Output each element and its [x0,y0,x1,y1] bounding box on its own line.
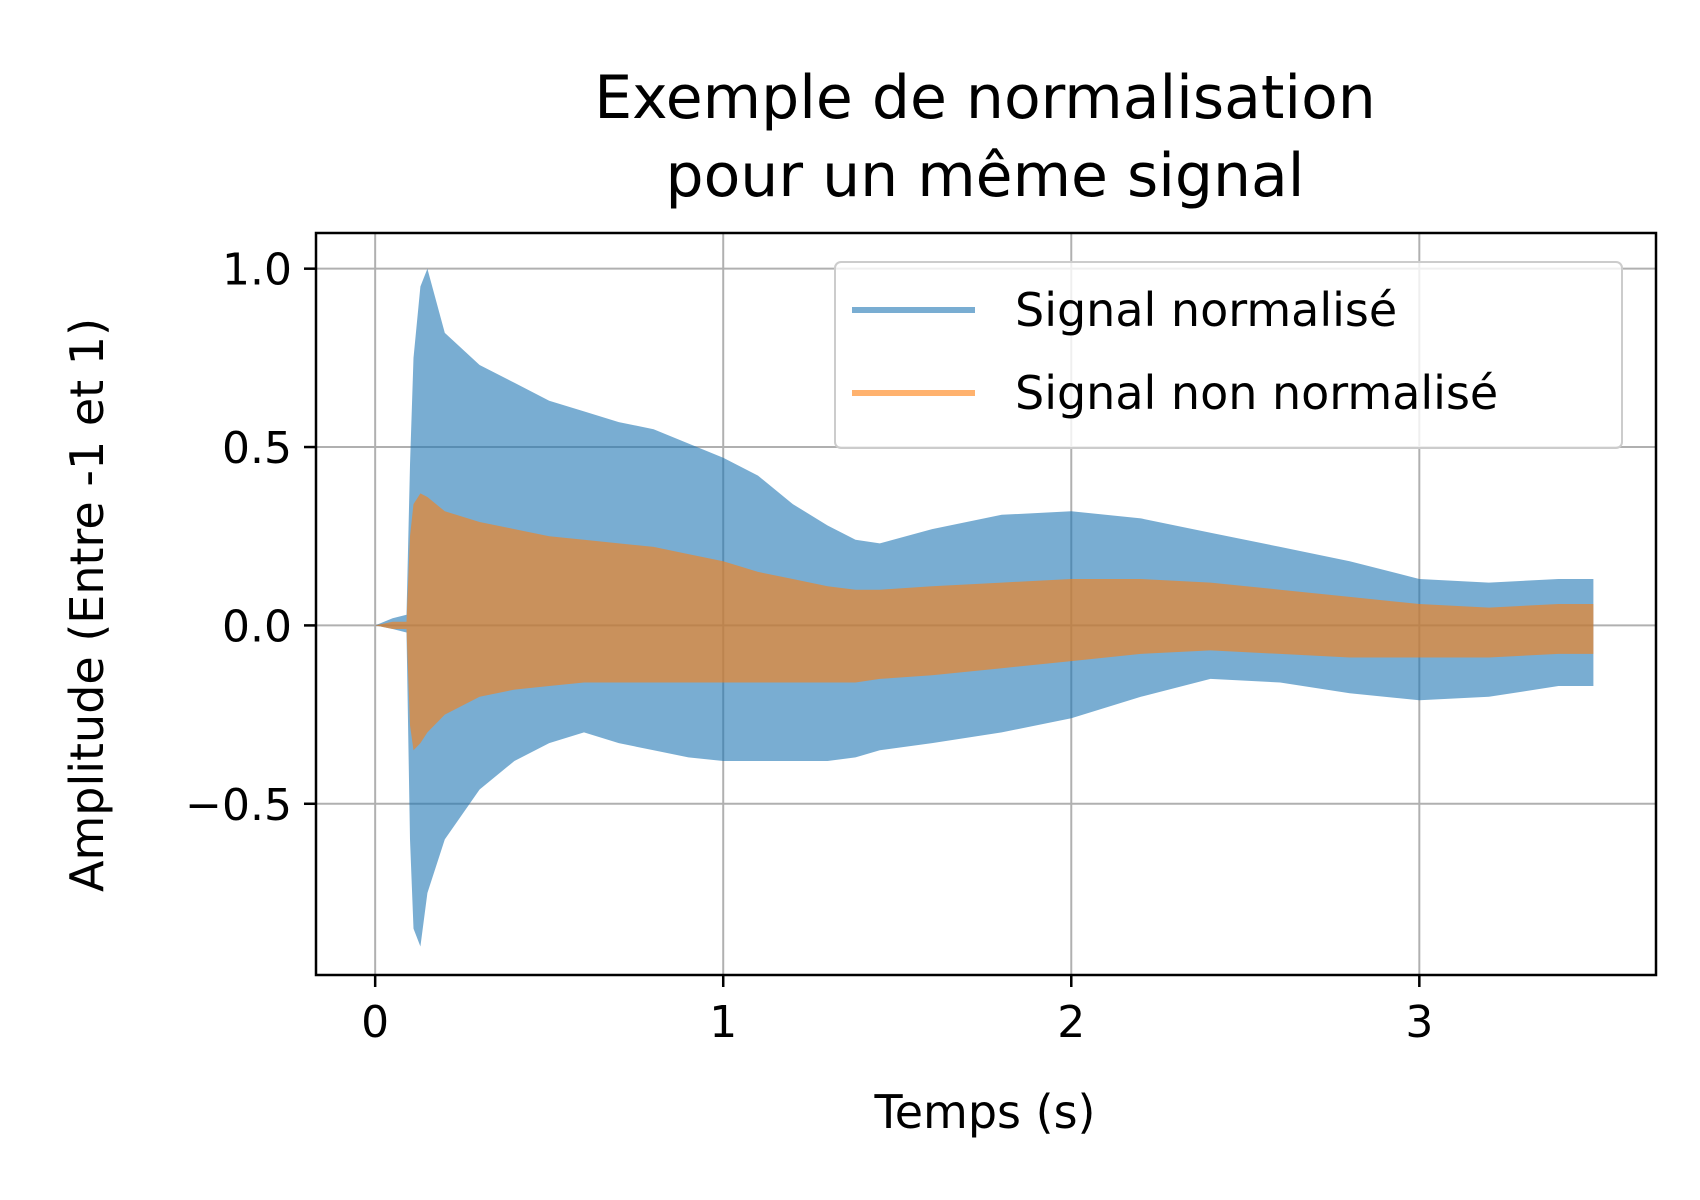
y-axis-label: Amplitude (Entre -1 et 1) [60,318,114,892]
y-tick-label-2: 0.0 [222,601,292,652]
legend-box [834,261,1623,449]
chart-title-line-1: Exemple de normalisation [594,63,1376,133]
y-tick-label-1: 0.5 [222,423,292,474]
series-bands [375,268,1594,947]
plot-frame [314,231,1658,977]
legend: Signal normalisé Signal non normalisé [834,261,1623,449]
x-axis-label: Temps (s) [873,1085,1095,1139]
x-tick-label-3: 3 [1405,997,1433,1048]
x-tick-label-0: 0 [361,997,389,1048]
y-axis-ticks: 1.0 0.5 0.0 −0.5 [185,245,316,831]
y-tick-label-3: −0.5 [185,780,292,831]
y-tick-label-0: 1.0 [222,245,292,296]
series-band-1 [375,493,1594,751]
legend-label-non-normalized: Signal non normalisé [1015,366,1498,420]
x-tick-label-2: 2 [1057,997,1085,1048]
chart-title-line-2: pour un même signal [666,141,1305,211]
x-tick-label-1: 1 [709,997,737,1048]
legend-label-normalized: Signal normalisé [1015,283,1397,337]
x-axis-ticks: 0 1 2 3 [361,975,1433,1048]
